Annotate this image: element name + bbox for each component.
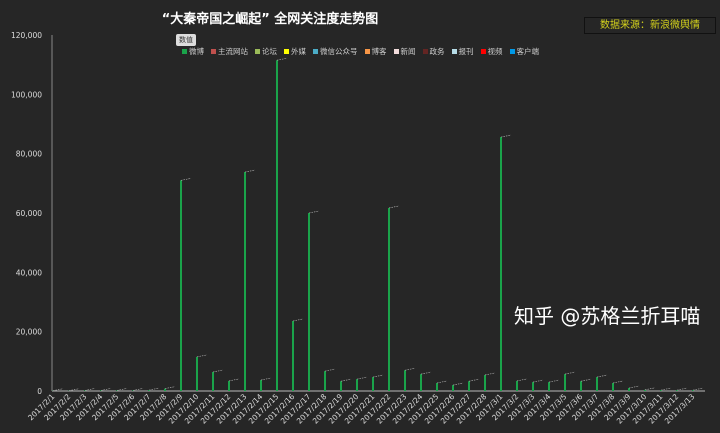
legend-label: 主流网站 bbox=[218, 47, 248, 56]
legend-item[interactable]: 论坛 bbox=[255, 46, 277, 57]
data-label-leader bbox=[292, 318, 304, 322]
data-label-leader bbox=[644, 387, 656, 391]
data-label-leader bbox=[68, 388, 80, 391]
data-label-leader bbox=[596, 374, 608, 378]
legend-swatch bbox=[284, 49, 289, 54]
data-label-leader bbox=[628, 385, 640, 389]
data-label-leader bbox=[340, 378, 352, 382]
legend-item[interactable]: 博客 bbox=[364, 46, 387, 57]
legend-item[interactable]: 微博 bbox=[182, 46, 204, 57]
legend-label: 论坛 bbox=[262, 47, 277, 56]
legend-swatch bbox=[182, 49, 187, 54]
data-label-leader bbox=[132, 388, 144, 391]
legend-item[interactable]: 外媒 bbox=[284, 46, 306, 57]
legend-swatch bbox=[393, 49, 399, 54]
data-label-leader bbox=[372, 374, 384, 378]
legend: 微博 主流网站 论坛 外媒 微信公众号 博客 新闻 政务 报刊 视频 客户端 bbox=[182, 46, 539, 57]
legend-label: 政务 bbox=[429, 47, 445, 56]
legend-swatch bbox=[509, 49, 515, 54]
legend-swatch bbox=[451, 49, 457, 54]
value-toggle-button[interactable]: 数值 bbox=[176, 34, 196, 46]
y-tick-label: 20,000 bbox=[16, 328, 42, 337]
data-label-leader bbox=[196, 354, 208, 358]
data-label-leader bbox=[404, 367, 416, 371]
data-label-leader bbox=[308, 210, 320, 214]
data-label-leader bbox=[436, 380, 448, 384]
legend-item[interactable]: 报刊 bbox=[451, 46, 474, 57]
legend-swatch bbox=[255, 49, 260, 54]
data-label-leader bbox=[148, 387, 160, 391]
data-label-leader bbox=[420, 371, 432, 375]
chart-title: “大秦帝国之崛起” 全网关注度走势图 bbox=[161, 12, 379, 27]
data-label-leader bbox=[260, 377, 272, 381]
y-tick-label: 120,000 bbox=[11, 31, 42, 40]
legend-label: 博客 bbox=[371, 47, 387, 56]
legend-label: 客户端 bbox=[516, 47, 540, 56]
data-label-leader bbox=[484, 372, 496, 376]
data-label-leader bbox=[452, 382, 464, 386]
data-label-leader bbox=[612, 380, 624, 384]
legend-item[interactable]: 政务 bbox=[422, 46, 445, 57]
legend-item[interactable]: 主流网站 bbox=[211, 46, 248, 57]
legend-swatch bbox=[313, 49, 318, 54]
legend-label: 外媒 bbox=[291, 47, 306, 56]
legend-swatch bbox=[364, 49, 370, 54]
data-label-leader bbox=[100, 388, 112, 391]
data-label-leader bbox=[276, 57, 288, 61]
legend-label: 微信公众号 bbox=[320, 47, 358, 56]
data-label-leader bbox=[84, 388, 96, 391]
legend-item[interactable]: 新闻 bbox=[393, 46, 416, 57]
data-label-leader bbox=[468, 378, 480, 382]
data-label-leader bbox=[564, 371, 576, 375]
data-label-leader bbox=[500, 134, 512, 138]
data-label-leader bbox=[212, 369, 224, 373]
legend-swatch bbox=[422, 49, 428, 54]
data-label-leader bbox=[692, 387, 704, 391]
legend-label: 视频 bbox=[487, 47, 503, 56]
data-label-leader bbox=[532, 379, 544, 383]
data-label-leader bbox=[548, 379, 560, 383]
legend-item[interactable]: 视频 bbox=[480, 46, 503, 57]
legend-swatch bbox=[211, 49, 216, 54]
legend-label: 新闻 bbox=[400, 47, 416, 56]
legend-label: 报刊 bbox=[458, 47, 474, 56]
data-label-leader bbox=[164, 386, 176, 389]
legend-swatch bbox=[480, 49, 486, 54]
data-label-leader bbox=[244, 169, 256, 173]
data-label-leader bbox=[580, 378, 592, 382]
data-label-leader bbox=[324, 368, 336, 372]
y-tick-label: 40,000 bbox=[16, 268, 42, 277]
data-label-leader bbox=[356, 376, 368, 380]
data-label-leader bbox=[516, 378, 528, 382]
y-tick-label: 80,000 bbox=[16, 150, 42, 159]
data-source-label: 数据来源：新浪微舆情 bbox=[584, 17, 716, 34]
legend-label: 微博 bbox=[189, 47, 204, 56]
data-label-leader bbox=[660, 387, 672, 391]
data-label-leader bbox=[52, 388, 64, 391]
y-tick-label: 0 bbox=[37, 387, 42, 396]
legend-item[interactable]: 微信公众号 bbox=[313, 46, 358, 57]
data-label-leader bbox=[676, 387, 688, 391]
watermark: 知乎 @苏格兰折耳喵 bbox=[514, 304, 701, 328]
y-tick-label: 60,000 bbox=[16, 209, 42, 218]
y-tick-label: 100,000 bbox=[11, 90, 42, 99]
data-label-leader bbox=[180, 178, 192, 181]
data-label-leader bbox=[228, 378, 240, 382]
data-label-leader bbox=[116, 388, 128, 391]
data-label-leader bbox=[388, 205, 400, 209]
legend-item[interactable]: 客户端 bbox=[509, 46, 540, 57]
